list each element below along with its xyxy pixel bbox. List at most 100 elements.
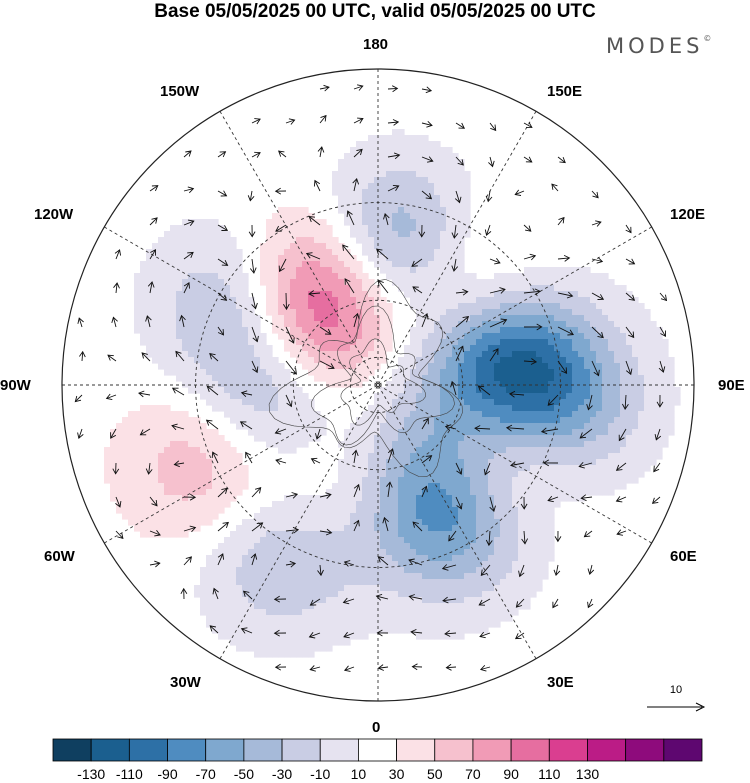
- field-cell: [206, 603, 213, 610]
- field-cell: [290, 207, 297, 214]
- field-cell: [260, 435, 267, 442]
- field-cell: [608, 357, 615, 364]
- field-cell: [278, 255, 285, 262]
- field-cell: [302, 267, 309, 274]
- field-cell: [392, 261, 399, 268]
- field-cell: [524, 489, 531, 496]
- field-cell: [488, 405, 495, 412]
- field-cell: [272, 411, 279, 418]
- field-cell: [326, 333, 333, 340]
- field-cell: [638, 471, 645, 478]
- field-cell: [386, 585, 393, 592]
- field-cell: [410, 567, 417, 574]
- field-cell: [446, 399, 453, 406]
- field-cell: [578, 447, 585, 454]
- field-cell: [404, 171, 411, 178]
- field-cell: [386, 225, 393, 232]
- field-cell: [302, 261, 309, 268]
- field-cell: [266, 237, 273, 244]
- field-cell: [266, 585, 273, 592]
- field-cell: [266, 411, 273, 418]
- field-cell: [392, 543, 399, 550]
- field-cell: [296, 285, 303, 292]
- field-cell: [434, 165, 441, 172]
- field-cell: [128, 453, 135, 460]
- field-cell: [416, 255, 423, 262]
- field-cell: [344, 561, 351, 568]
- field-cell: [182, 495, 189, 502]
- field-cell: [320, 243, 327, 250]
- field-cell: [200, 357, 207, 364]
- field-cell: [464, 417, 471, 424]
- field-cell: [548, 309, 555, 316]
- field-cell: [134, 519, 141, 526]
- field-cell: [374, 255, 381, 262]
- field-cell: [206, 369, 213, 376]
- field-cell: [410, 219, 417, 226]
- field-cell: [404, 561, 411, 568]
- field-cell: [482, 465, 489, 472]
- field-cell: [308, 519, 315, 526]
- field-cell: [206, 363, 213, 370]
- field-cell: [416, 297, 423, 304]
- field-cell: [398, 165, 405, 172]
- field-cell: [218, 375, 225, 382]
- field-cell: [578, 273, 585, 280]
- field-cell: [518, 339, 525, 346]
- field-cell: [602, 393, 609, 400]
- field-cell: [464, 597, 471, 604]
- field-cell: [332, 525, 339, 532]
- field-cell: [356, 141, 363, 148]
- field-cell: [182, 339, 189, 346]
- field-cell: [524, 603, 531, 610]
- field-cell: [464, 411, 471, 418]
- field-cell: [356, 465, 363, 472]
- field-cell: [524, 477, 531, 484]
- field-cell: [206, 465, 213, 472]
- field-cell: [374, 411, 381, 418]
- field-cell: [518, 537, 525, 544]
- field-cell: [344, 525, 351, 532]
- field-cell: [212, 549, 219, 556]
- field-cell: [296, 603, 303, 610]
- brand-mark: ©: [703, 34, 712, 43]
- field-cell: [614, 291, 621, 298]
- field-cell: [452, 207, 459, 214]
- field-cell: [278, 501, 285, 508]
- field-cell: [332, 495, 339, 502]
- field-cell: [446, 591, 453, 598]
- field-cell: [266, 279, 273, 286]
- field-cell: [590, 375, 597, 382]
- field-cell: [452, 405, 459, 412]
- field-cell: [260, 609, 267, 616]
- field-cell: [284, 249, 291, 256]
- field-cell: [200, 423, 207, 430]
- field-cell: [566, 285, 573, 292]
- field-cell: [260, 393, 267, 400]
- field-cell: [440, 219, 447, 226]
- field-cell: [200, 255, 207, 262]
- field-cell: [458, 435, 465, 442]
- field-cell: [308, 609, 315, 616]
- field-cell: [422, 549, 429, 556]
- field-cell: [518, 297, 525, 304]
- field-cell: [524, 537, 531, 544]
- field-cell: [440, 543, 447, 550]
- field-cell: [368, 405, 375, 412]
- field-cell: [614, 327, 621, 334]
- field-cell: [626, 375, 633, 382]
- field-cell: [458, 363, 465, 370]
- field-cell: [446, 477, 453, 484]
- field-cell: [296, 561, 303, 568]
- field-cell: [212, 279, 219, 286]
- field-cell: [218, 501, 225, 508]
- field-cell: [506, 357, 513, 364]
- field-cell: [368, 177, 375, 184]
- field-cell: [410, 489, 417, 496]
- field-cell: [224, 405, 231, 412]
- field-cell: [488, 435, 495, 442]
- field-cell: [458, 465, 465, 472]
- field-cell: [572, 345, 579, 352]
- field-cell: [440, 405, 447, 412]
- field-cell: [260, 561, 267, 568]
